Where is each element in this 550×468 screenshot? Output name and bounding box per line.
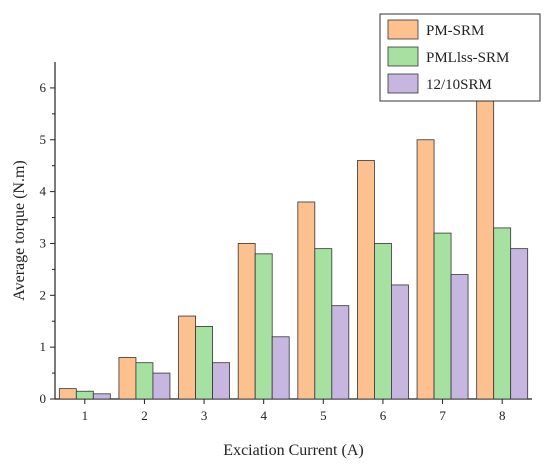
bar [476, 97, 495, 400]
x-tick-label: 4 [260, 408, 267, 423]
bar [450, 274, 469, 400]
bar [391, 284, 409, 400]
x-tick-label: 3 [201, 408, 208, 423]
x-tick-label: 8 [499, 408, 506, 423]
bar [118, 357, 137, 400]
y-tick-label: 5 [40, 132, 47, 147]
y-tick-label: 0 [40, 391, 47, 406]
bar [237, 243, 256, 400]
bar [433, 232, 452, 400]
bar [297, 201, 316, 400]
legend-swatch [387, 46, 419, 67]
bar [493, 227, 512, 400]
bar [271, 336, 290, 400]
bar [331, 305, 350, 400]
x-tick-label: 1 [82, 408, 89, 423]
legend-swatch [387, 19, 419, 40]
x-tick-label: 6 [380, 408, 387, 423]
legend-label: PM-SRM [426, 23, 484, 39]
x-tick-label: 7 [439, 408, 446, 423]
bar [254, 253, 273, 400]
bar [212, 362, 230, 400]
bar [75, 390, 94, 400]
y-tick-label: 4 [40, 184, 47, 199]
legend-label: 12/10SRM [426, 77, 492, 93]
bar [416, 139, 435, 400]
bar [152, 372, 171, 400]
x-axis-title: Exciation Current (A) [223, 442, 363, 459]
y-tick-label: 2 [40, 287, 47, 302]
y-tick-label: 1 [40, 339, 47, 354]
bars-group [58, 97, 529, 400]
x-axis-ticks: 1 2 3 4 5 6 7 8 [82, 399, 506, 423]
bar [374, 243, 392, 400]
legend-label: PMLlss-SRM [426, 50, 509, 66]
y-tick-label: 3 [40, 235, 47, 250]
y-axis-title: Average torque (N.m) [11, 160, 28, 301]
x-tick-label: 2 [141, 408, 148, 423]
bar [510, 248, 529, 400]
bar [357, 160, 375, 400]
y-tick-label: 6 [40, 80, 47, 95]
y-axis-ticks: 0 1 2 3 4 5 6 [40, 80, 55, 406]
legend: PM-SRM PMLlss-SRM 12/10SRM [379, 13, 541, 102]
x-tick-label: 5 [320, 408, 327, 423]
bar [135, 362, 154, 400]
bar [58, 388, 77, 400]
bar [92, 393, 111, 400]
bar [314, 248, 333, 400]
bar [195, 326, 213, 400]
legend-swatch [387, 73, 419, 94]
bar [178, 315, 196, 400]
